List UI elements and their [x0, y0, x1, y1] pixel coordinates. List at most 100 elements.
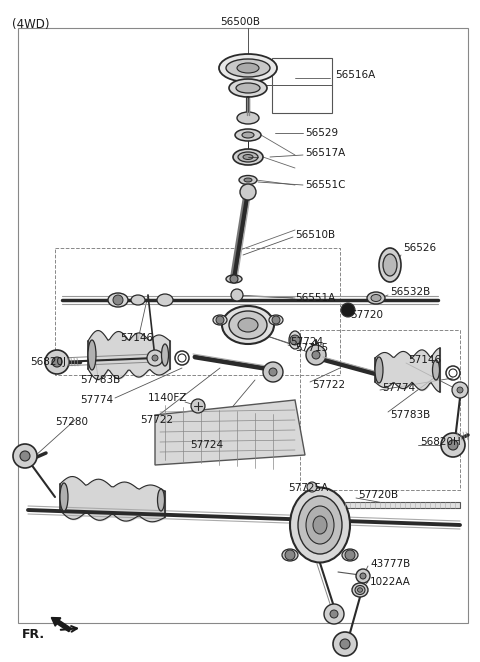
Ellipse shape — [157, 294, 173, 306]
Text: 56517A: 56517A — [305, 148, 345, 158]
Circle shape — [333, 632, 357, 656]
Circle shape — [216, 316, 224, 324]
Circle shape — [330, 610, 338, 618]
Text: 1022AA: 1022AA — [370, 577, 411, 587]
Ellipse shape — [269, 315, 283, 325]
Text: 57725A: 57725A — [288, 483, 328, 493]
Ellipse shape — [60, 483, 68, 511]
Circle shape — [307, 482, 317, 492]
Text: 56529: 56529 — [305, 128, 338, 138]
Circle shape — [230, 275, 238, 283]
Circle shape — [441, 433, 465, 457]
Circle shape — [345, 550, 355, 560]
Circle shape — [290, 335, 300, 345]
Ellipse shape — [108, 293, 128, 307]
Text: 57774: 57774 — [80, 395, 113, 405]
Ellipse shape — [161, 344, 168, 366]
Text: 57774: 57774 — [382, 383, 415, 393]
Circle shape — [13, 444, 37, 468]
Ellipse shape — [375, 357, 383, 383]
Bar — [272, 58, 332, 113]
Ellipse shape — [306, 506, 334, 544]
Bar — [18, 28, 468, 623]
Circle shape — [452, 382, 468, 398]
Text: 56526: 56526 — [403, 243, 436, 253]
Circle shape — [20, 451, 30, 461]
Ellipse shape — [358, 588, 362, 592]
Polygon shape — [155, 400, 305, 465]
Ellipse shape — [243, 154, 253, 160]
Ellipse shape — [238, 318, 258, 332]
Ellipse shape — [237, 63, 259, 73]
Text: 56510B: 56510B — [295, 230, 335, 240]
Text: 57783B: 57783B — [80, 375, 120, 385]
Circle shape — [45, 350, 69, 374]
Ellipse shape — [298, 496, 342, 554]
Ellipse shape — [88, 340, 96, 370]
Ellipse shape — [352, 583, 368, 597]
Ellipse shape — [235, 129, 261, 141]
Ellipse shape — [244, 178, 252, 182]
Circle shape — [240, 184, 256, 200]
Circle shape — [448, 440, 458, 450]
Text: 57722: 57722 — [312, 380, 345, 390]
Circle shape — [269, 368, 277, 376]
Text: (4WD): (4WD) — [12, 18, 49, 31]
Ellipse shape — [242, 132, 254, 138]
Circle shape — [457, 387, 463, 393]
Ellipse shape — [367, 292, 385, 304]
Circle shape — [231, 289, 243, 301]
Circle shape — [312, 351, 320, 359]
Ellipse shape — [213, 315, 227, 325]
Circle shape — [272, 316, 280, 324]
Text: 57724: 57724 — [290, 337, 323, 347]
Ellipse shape — [226, 59, 270, 77]
Text: 56551A: 56551A — [295, 293, 335, 303]
Ellipse shape — [289, 331, 301, 349]
Text: 56820J: 56820J — [30, 357, 66, 367]
Ellipse shape — [290, 487, 350, 563]
Circle shape — [191, 399, 205, 413]
Circle shape — [306, 345, 326, 365]
Text: 43777B: 43777B — [370, 559, 410, 569]
Text: 56500B: 56500B — [220, 17, 260, 27]
Circle shape — [263, 362, 283, 382]
Ellipse shape — [282, 549, 298, 561]
Ellipse shape — [432, 360, 440, 380]
Circle shape — [52, 357, 62, 367]
Ellipse shape — [342, 549, 358, 561]
Text: 56532B: 56532B — [390, 287, 430, 297]
Text: 56516A: 56516A — [335, 70, 375, 80]
Ellipse shape — [236, 83, 260, 93]
Bar — [345, 502, 460, 508]
Text: 57724: 57724 — [190, 440, 223, 450]
Ellipse shape — [383, 254, 397, 276]
Ellipse shape — [355, 585, 365, 594]
Text: 57720: 57720 — [350, 310, 383, 320]
Circle shape — [113, 295, 123, 305]
Ellipse shape — [233, 149, 263, 165]
Text: 57783B: 57783B — [390, 410, 430, 420]
Circle shape — [356, 569, 370, 583]
Text: 56820H: 56820H — [420, 437, 461, 447]
Ellipse shape — [229, 311, 267, 339]
Ellipse shape — [379, 248, 401, 282]
Ellipse shape — [222, 306, 274, 344]
Ellipse shape — [238, 152, 258, 162]
FancyArrow shape — [51, 618, 71, 632]
Circle shape — [360, 573, 366, 579]
Text: 57280: 57280 — [55, 417, 88, 427]
Text: FR.: FR. — [22, 628, 45, 641]
Text: 56551C: 56551C — [305, 180, 346, 190]
Text: 57146: 57146 — [120, 333, 153, 343]
Circle shape — [340, 639, 350, 649]
Ellipse shape — [237, 112, 259, 124]
Ellipse shape — [313, 516, 327, 534]
Text: 57146: 57146 — [408, 355, 441, 365]
Ellipse shape — [219, 54, 277, 82]
Ellipse shape — [239, 175, 257, 185]
Ellipse shape — [157, 489, 165, 511]
Ellipse shape — [131, 295, 145, 305]
Text: 57720B: 57720B — [358, 490, 398, 500]
Circle shape — [285, 550, 295, 560]
